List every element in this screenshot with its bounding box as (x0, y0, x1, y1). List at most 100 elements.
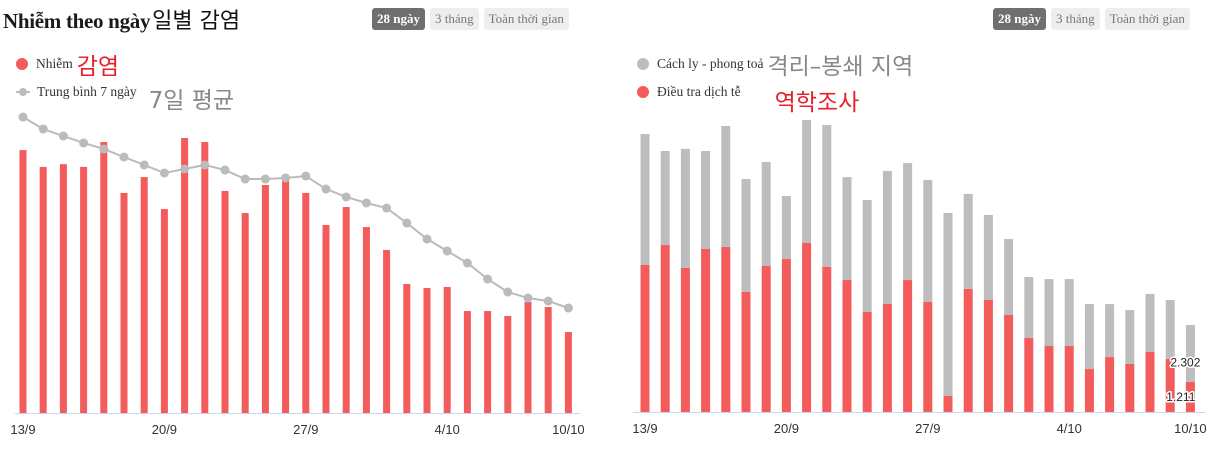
range-all-time-button[interactable]: Toàn thời gian (1104, 8, 1190, 30)
average-point[interactable] (361, 198, 371, 208)
average-point[interactable] (119, 152, 129, 162)
investigation-bar-segment[interactable] (923, 301, 933, 412)
infection-bar[interactable] (120, 192, 128, 413)
quarantine-bar-segment[interactable] (1145, 293, 1155, 352)
quarantine-bar-segment[interactable] (1044, 279, 1054, 347)
investigation-bar-segment[interactable] (1165, 359, 1175, 412)
infection-bar[interactable] (544, 307, 552, 413)
average-point[interactable] (563, 303, 573, 313)
infection-bar[interactable] (160, 209, 168, 413)
infection-bar[interactable] (241, 213, 249, 413)
quarantine-bar-segment[interactable] (802, 119, 812, 243)
average-point[interactable] (159, 168, 169, 178)
average-point[interactable] (402, 218, 412, 228)
infection-bar[interactable] (282, 177, 290, 413)
quarantine-bar-segment[interactable] (1024, 276, 1034, 338)
average-point[interactable] (200, 160, 210, 170)
average-point[interactable] (442, 246, 452, 256)
quarantine-bar-segment[interactable] (983, 214, 993, 300)
quarantine-bar-segment[interactable] (701, 150, 711, 250)
legend-item-7day-average[interactable]: Trung bình 7 ngày 7일 평균 (16, 78, 234, 114)
average-point[interactable] (260, 174, 270, 184)
infection-bar[interactable] (423, 288, 431, 413)
average-point[interactable] (79, 138, 89, 148)
quarantine-bar-segment[interactable] (761, 162, 771, 266)
investigation-bar-segment[interactable] (1125, 363, 1135, 412)
quarantine-bar-segment[interactable] (1105, 304, 1115, 358)
infection-bar[interactable] (383, 249, 391, 413)
investigation-bar-segment[interactable] (1004, 314, 1014, 412)
average-point[interactable] (503, 287, 513, 297)
infection-bar[interactable] (484, 311, 492, 413)
investigation-bar-segment[interactable] (842, 280, 852, 412)
investigation-bar-segment[interactable] (1084, 369, 1094, 412)
investigation-bar-segment[interactable] (862, 312, 872, 412)
quarantine-bar-segment[interactable] (842, 177, 852, 281)
average-point[interactable] (523, 293, 533, 303)
investigation-bar-segment[interactable] (1145, 351, 1155, 412)
quarantine-bar-segment[interactable] (1084, 304, 1094, 370)
quarantine-bar-segment[interactable] (862, 199, 872, 312)
investigation-bar-segment[interactable] (1105, 357, 1115, 412)
infection-bar[interactable] (261, 185, 269, 413)
investigation-bar-segment[interactable] (1185, 382, 1195, 412)
average-point[interactable] (139, 160, 149, 170)
average-point[interactable] (543, 296, 553, 306)
average-point[interactable] (99, 144, 109, 154)
quarantine-bar-segment[interactable] (882, 170, 892, 304)
average-point[interactable] (180, 164, 190, 174)
investigation-bar-segment[interactable] (741, 291, 751, 412)
quarantine-bar-segment[interactable] (822, 124, 832, 267)
quarantine-bar-segment[interactable] (923, 179, 933, 302)
investigation-bar-segment[interactable] (943, 396, 953, 412)
investigation-bar-segment[interactable] (822, 266, 832, 412)
average-point[interactable] (240, 174, 250, 184)
average-point[interactable] (462, 258, 472, 268)
average-point[interactable] (18, 112, 28, 122)
investigation-bar-segment[interactable] (882, 303, 892, 412)
quarantine-bar-segment[interactable] (963, 193, 973, 289)
average-point[interactable] (341, 192, 351, 202)
legend-item-infections[interactable]: Nhiễm 감염 (16, 50, 234, 80)
infection-bar[interactable] (322, 224, 330, 413)
legend-item-quarantine-lockdown[interactable]: Cách ly - phong toả 격리–봉쇄 지역 (637, 50, 913, 80)
infection-bar[interactable] (504, 315, 512, 413)
investigation-bar-segment[interactable] (983, 299, 993, 412)
investigation-bar-segment[interactable] (963, 288, 973, 412)
average-point[interactable] (301, 171, 311, 181)
average-point[interactable] (382, 203, 392, 213)
infection-bar[interactable] (362, 227, 370, 413)
quarantine-bar-segment[interactable] (680, 148, 690, 268)
quarantine-bar-segment[interactable] (721, 125, 731, 248)
quarantine-bar-segment[interactable] (903, 163, 913, 281)
investigation-bar-segment[interactable] (903, 280, 913, 412)
quarantine-bar-segment[interactable] (660, 150, 670, 246)
quarantine-bar-segment[interactable] (1185, 325, 1195, 383)
infection-bar[interactable] (201, 142, 209, 413)
infection-bar[interactable] (524, 301, 532, 413)
infection-bar[interactable] (19, 150, 27, 413)
infection-bar[interactable] (443, 286, 451, 413)
average-point[interactable] (58, 131, 68, 141)
infection-bar[interactable] (403, 283, 411, 413)
investigation-bar-segment[interactable] (701, 249, 711, 412)
infection-bar[interactable] (463, 311, 471, 413)
investigation-bar-segment[interactable] (1044, 346, 1054, 412)
infection-bar[interactable] (221, 190, 229, 413)
range-all-time-button[interactable]: Toàn thời gian (483, 8, 569, 30)
average-point[interactable] (321, 184, 331, 194)
average-point[interactable] (281, 173, 291, 183)
infection-bar[interactable] (342, 207, 350, 413)
investigation-bar-segment[interactable] (1024, 337, 1034, 412)
infection-bar[interactable] (100, 142, 108, 413)
quarantine-bar-segment[interactable] (943, 212, 953, 397)
quarantine-bar-segment[interactable] (1004, 238, 1014, 315)
range-28-days-button[interactable]: 28 ngày (993, 8, 1046, 30)
average-point[interactable] (220, 165, 230, 175)
investigation-bar-segment[interactable] (761, 265, 771, 412)
investigation-bar-segment[interactable] (802, 242, 812, 412)
average-point[interactable] (38, 124, 48, 134)
range-3-months-button[interactable]: 3 tháng (429, 8, 479, 30)
investigation-bar-segment[interactable] (680, 267, 690, 412)
quarantine-bar-segment[interactable] (781, 196, 791, 260)
